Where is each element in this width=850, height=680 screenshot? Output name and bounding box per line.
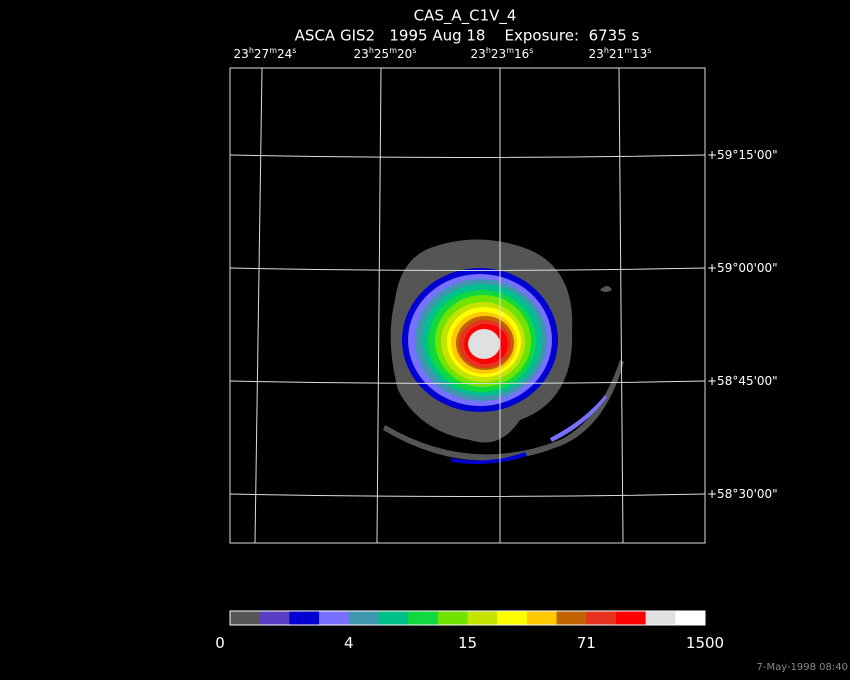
ra-unit: m <box>624 46 632 55</box>
colorbar-label: 1500 <box>686 634 724 652</box>
ra-unit: s <box>647 46 651 55</box>
dec-label: +58°45'00" <box>707 374 778 388</box>
ra-value: 13 <box>632 47 647 61</box>
ra-value: 27 <box>254 47 269 61</box>
dec-label: +59°15'00" <box>707 148 778 162</box>
colorbar-label: 71 <box>577 634 596 652</box>
ra-value: 23 <box>354 47 369 61</box>
ra-label: 23h21m13s <box>589 46 652 61</box>
dec-label: +59°00'00" <box>707 261 778 275</box>
colorbar-swatch <box>526 611 558 625</box>
colorbar-swatch <box>586 611 617 625</box>
ra-unit: h <box>604 46 609 55</box>
ra-value: 21 <box>609 47 624 61</box>
colorbar-label: 4 <box>344 634 354 652</box>
colorbar-swatch <box>348 611 379 625</box>
ra-value: 23 <box>234 47 249 61</box>
colorbar-swatch <box>556 611 587 625</box>
colorbar-swatch <box>378 611 409 625</box>
xray-image <box>383 239 624 464</box>
ra-value: 20 <box>397 47 412 61</box>
ra-label: 23h25m20s <box>354 46 417 61</box>
ra-value: 24 <box>277 47 292 61</box>
ra-value: 23 <box>491 47 506 61</box>
ra-value: 16 <box>514 47 529 61</box>
colorbar-swatch <box>230 611 261 625</box>
colorbar-swatch <box>645 611 676 625</box>
ra-unit: s <box>529 46 533 55</box>
ra-value: 23 <box>471 47 486 61</box>
ra-unit: m <box>389 46 397 55</box>
colorbar-label: 0 <box>215 634 225 652</box>
coordinate-grid <box>229 67 706 544</box>
ra-label: 23h23m16s <box>471 46 534 61</box>
ra-value: 23 <box>589 47 604 61</box>
colorbar-label: 15 <box>458 634 477 652</box>
colorbar-swatch <box>467 611 498 625</box>
ra-unit: h <box>486 46 491 55</box>
colorbar-swatch <box>675 611 706 625</box>
colorbar-swatch <box>289 611 320 625</box>
colorbar-swatch <box>408 611 439 625</box>
colorbar-swatch <box>259 611 290 625</box>
dec-label: +58°30'00" <box>707 487 778 501</box>
ra-value: 25 <box>374 47 389 61</box>
ra-unit: s <box>412 46 416 55</box>
colorbar-swatch <box>615 611 647 625</box>
subtitle: ASCA GIS2 1995 Aug 18 Exposure: 6735 s <box>295 27 640 45</box>
timestamp: 7-May-1998 08:40 <box>756 662 848 673</box>
ra-label: 23h27m24s <box>234 46 297 61</box>
colorbar-swatch <box>497 611 528 625</box>
ra-unit: m <box>506 46 514 55</box>
colorbar-swatch <box>319 611 350 625</box>
colorbar-frame <box>229 610 706 626</box>
ra-unit: h <box>369 46 374 55</box>
title: CAS_A_C1V_4 <box>414 7 517 26</box>
ra-unit: m <box>269 46 277 55</box>
colorbar-swatch <box>437 611 468 625</box>
ra-unit: h <box>249 46 254 55</box>
ra-unit: s <box>292 46 296 55</box>
